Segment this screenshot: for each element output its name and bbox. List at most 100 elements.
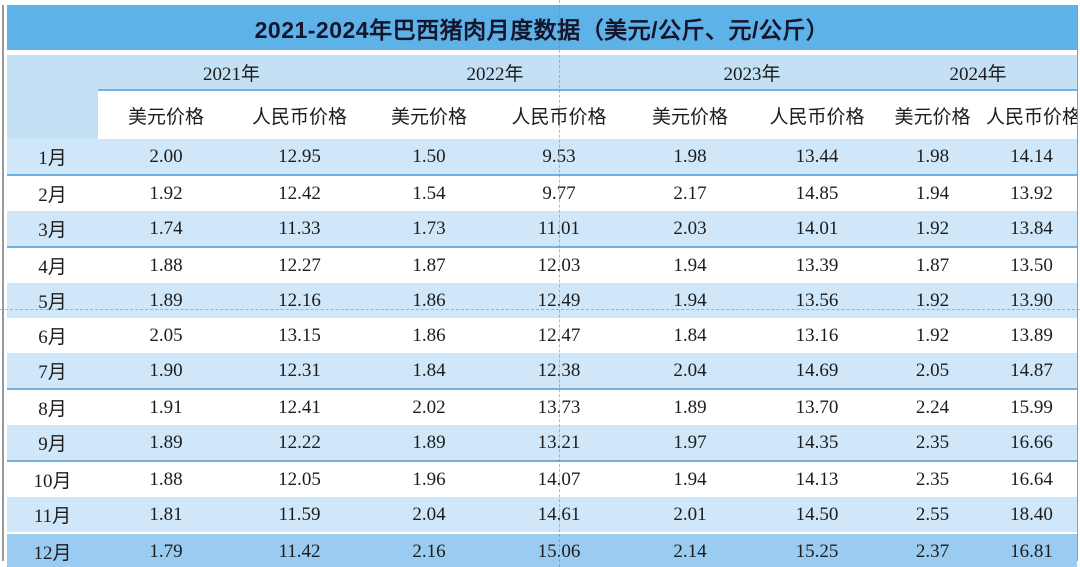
usd-price-header: 美元价格 bbox=[625, 89, 756, 139]
table-row: 4月 1.88 12.27 1.87 12.03 1.94 13.39 1.87 13.50 bbox=[7, 247, 1078, 283]
price-value-cell: 1.89 bbox=[98, 425, 234, 462]
month-cell: 11月 bbox=[7, 497, 98, 533]
table-row: 1月 2.00 12.95 1.50 9.53 1.98 13.44 1.98 14.14 bbox=[7, 139, 1078, 176]
price-value-cell: 12.47 bbox=[493, 318, 626, 353]
price-value-cell: 1.54 bbox=[365, 175, 494, 211]
price-value-cell: 2.55 bbox=[879, 497, 987, 533]
price-value-cell: 13.39 bbox=[755, 247, 880, 283]
year-header-2021: 2021年 bbox=[98, 55, 366, 90]
table-row: 5月 1.89 12.16 1.86 12.49 1.94 13.56 1.92 13.90 bbox=[7, 283, 1078, 318]
usd-price-header: 美元价格 bbox=[879, 89, 987, 139]
month-cell: 3月 bbox=[7, 211, 98, 248]
month-cell: 1月 bbox=[7, 139, 98, 176]
usd-price-header: 美元价格 bbox=[98, 89, 234, 139]
price-value-cell: 16.64 bbox=[986, 461, 1078, 497]
table-row: 8月 1.91 12.41 2.02 13.73 1.89 13.70 2.24 15.99 bbox=[7, 389, 1078, 425]
month-cell: 7月 bbox=[7, 353, 98, 390]
price-value-cell: 14.69 bbox=[755, 353, 880, 390]
table-row: 10月 1.88 12.05 1.96 14.07 1.94 14.13 2.35 16.64 bbox=[7, 461, 1078, 497]
month-cell: 4月 bbox=[7, 247, 98, 283]
price-value-cell: 11.01 bbox=[493, 211, 626, 248]
price-value-cell: 1.89 bbox=[98, 283, 234, 318]
table-row: 6月 2.05 13.15 1.86 12.47 1.84 13.16 1.92 13.89 bbox=[7, 318, 1078, 353]
table-title-bar: 2021-2024年巴西猪肉月度数据（美元/公斤、元/公斤） bbox=[7, 5, 1077, 50]
price-value-cell: 1.89 bbox=[365, 425, 494, 462]
price-value-cell: 14.13 bbox=[755, 461, 880, 497]
price-value-cell: 2.16 bbox=[365, 532, 494, 567]
table-left-border bbox=[2, 5, 4, 561]
price-value-cell: 13.73 bbox=[493, 389, 626, 425]
price-value-cell: 14.50 bbox=[755, 497, 880, 533]
price-value-cell: 1.84 bbox=[625, 318, 756, 353]
price-value-cell: 2.04 bbox=[365, 497, 494, 533]
price-value-cell: 1.84 bbox=[365, 353, 494, 390]
price-value-cell: 2.24 bbox=[879, 389, 987, 425]
price-value-cell: 14.61 bbox=[493, 497, 626, 533]
month-cell: 9月 bbox=[7, 425, 98, 462]
price-value-cell: 12.05 bbox=[234, 461, 366, 497]
price-value-cell: 14.35 bbox=[755, 425, 880, 462]
price-value-cell: 13.56 bbox=[755, 283, 880, 318]
price-value-cell: 15.25 bbox=[755, 532, 880, 567]
title-gap bbox=[7, 50, 1077, 55]
price-value-cell: 14.14 bbox=[986, 139, 1078, 176]
price-value-cell: 12.49 bbox=[493, 283, 626, 318]
table-row: 7月 1.90 12.31 1.84 12.38 2.04 14.69 2.05 14.87 bbox=[7, 353, 1078, 390]
price-value-cell: 1.73 bbox=[365, 211, 494, 248]
price-value-cell: 13.15 bbox=[234, 318, 366, 353]
month-cell: 6月 bbox=[7, 318, 98, 353]
data-rows: 1月 2.00 12.95 1.50 9.53 1.98 13.44 1.98 14.14 2月 1… bbox=[7, 139, 1078, 567]
price-value-cell: 1.91 bbox=[98, 389, 234, 425]
year-header-2022: 2022年 bbox=[365, 55, 626, 90]
price-value-cell: 12.03 bbox=[493, 247, 626, 283]
price-value-cell: 1.74 bbox=[98, 211, 234, 248]
price-value-cell: 1.94 bbox=[625, 247, 756, 283]
price-value-cell: 14.07 bbox=[493, 461, 626, 497]
price-value-cell: 14.85 bbox=[755, 175, 880, 211]
price-value-cell: 1.94 bbox=[879, 175, 987, 211]
price-value-cell: 1.88 bbox=[98, 461, 234, 497]
price-value-cell: 1.89 bbox=[625, 389, 756, 425]
price-value-cell: 1.86 bbox=[365, 318, 494, 353]
price-value-cell: 2.05 bbox=[98, 318, 234, 353]
month-column-header bbox=[7, 55, 98, 90]
table-row: 2月 1.92 12.42 1.54 9.77 2.17 14.85 1.94 13.92 bbox=[7, 175, 1078, 211]
page-title: 2021-2024年巴西猪肉月度数据（美元/公斤、元/公斤） bbox=[254, 16, 830, 43]
price-value-cell: 11.33 bbox=[234, 211, 366, 248]
price-value-cell: 2.17 bbox=[625, 175, 756, 211]
price-value-cell: 1.92 bbox=[879, 318, 987, 353]
pork-price-table: 2021年 2022年 2023年 2024年 美元价格 人民币价格 美元价格 … bbox=[7, 55, 1078, 567]
table-row: 3月 1.74 11.33 1.73 11.01 2.03 14.01 1.92 13.84 bbox=[7, 211, 1078, 248]
month-column-subheader bbox=[7, 90, 98, 139]
rmb-price-header: 人民币价格 bbox=[234, 89, 366, 139]
price-value-cell: 13.89 bbox=[986, 318, 1078, 353]
price-value-cell: 2.05 bbox=[879, 353, 987, 390]
price-value-cell: 13.50 bbox=[986, 247, 1078, 283]
price-value-cell: 1.92 bbox=[879, 211, 987, 248]
price-value-cell: 11.59 bbox=[234, 497, 366, 533]
table-container: 2021-2024年巴西猪肉月度数据（美元/公斤、元/公斤） 2021年 202… bbox=[7, 5, 1078, 567]
price-value-cell: 16.66 bbox=[986, 425, 1078, 462]
rmb-price-header: 人民币价格 bbox=[493, 89, 626, 139]
price-value-cell: 2.01 bbox=[625, 497, 756, 533]
price-value-cell: 12.95 bbox=[234, 139, 366, 176]
price-value-cell: 1.87 bbox=[365, 247, 494, 283]
year-header-2023: 2023年 bbox=[625, 55, 880, 90]
price-value-cell: 12.16 bbox=[234, 283, 366, 318]
price-value-cell: 15.06 bbox=[493, 532, 626, 567]
rmb-price-header: 人民币价格 bbox=[986, 89, 1078, 139]
price-value-cell: 11.42 bbox=[234, 532, 366, 567]
price-value-cell: 12.41 bbox=[234, 389, 366, 425]
sub-header-row: 美元价格 人民币价格 美元价格 人民币价格 美元价格 人民币价格 美元价格 人民… bbox=[7, 89, 1078, 139]
price-value-cell: 1.97 bbox=[625, 425, 756, 462]
month-cell: 2月 bbox=[7, 175, 98, 211]
price-value-cell: 1.94 bbox=[625, 283, 756, 318]
price-value-cell: 16.81 bbox=[986, 532, 1078, 567]
price-value-cell: 12.42 bbox=[234, 175, 366, 211]
price-value-cell: 1.98 bbox=[625, 139, 756, 176]
price-value-cell: 2.03 bbox=[625, 211, 756, 248]
price-value-cell: 13.92 bbox=[986, 175, 1078, 211]
price-value-cell: 2.02 bbox=[365, 389, 494, 425]
table-row: 9月 1.89 12.22 1.89 13.21 1.97 14.35 2.35 16.66 bbox=[7, 425, 1078, 462]
